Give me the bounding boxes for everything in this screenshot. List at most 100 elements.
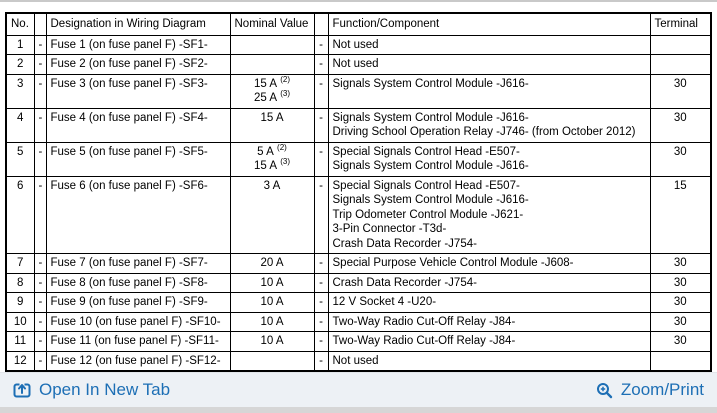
- footnote-marker: (2): [278, 74, 291, 84]
- function-line: Signals System Control Module -J616-: [332, 194, 529, 206]
- no-cell: 9: [5, 292, 35, 313]
- fuse-row: 7- Fuse 7 (on fuse panel F) -SF7- 20 A - Spe…: [5, 253, 712, 274]
- open-in-new-tab-icon: [13, 381, 31, 399]
- no-cell: 6: [5, 175, 35, 254]
- no-cell: 10: [5, 311, 35, 332]
- nominal-value-cell: 10 A: [229, 292, 315, 313]
- dash-cell: -: [313, 54, 329, 75]
- no-cell: 7: [5, 253, 35, 274]
- function-line: Crash Data Recorder -J754-: [332, 237, 477, 250]
- fuse-row: 3- Fuse 3 (on fuse panel F) -SF3- 15 A (2)…: [5, 73, 712, 109]
- header-dash2: [313, 12, 329, 36]
- function-line: 3-Pin Connector -T3d-: [332, 223, 447, 235]
- dash-cell: -: [313, 175, 329, 254]
- terminal-cell: [649, 350, 712, 372]
- header-function-component: Function/Component: [327, 12, 651, 36]
- fuse-row: 1- Fuse 1 (on fuse panel F) -SF1- - Not use…: [5, 34, 712, 55]
- zoom-print-button[interactable]: Zoom/Print: [596, 380, 704, 400]
- fuse-row: 10- Fuse 10 (on fuse panel F) -SF10- 10 A-…: [5, 311, 712, 332]
- no-cell: 5: [5, 141, 35, 177]
- function-line: Two-Way Radio Cut-Off Relay -J84-: [332, 335, 516, 347]
- function-line: Trip Odometer Control Module -J621-: [332, 208, 524, 221]
- header-designation: Designation in Wiring Diagram: [45, 12, 231, 36]
- function-component-cell: Special Purpose Vehicle Control Module -…: [327, 253, 651, 274]
- dash-cell: -: [33, 292, 47, 313]
- footnote-marker: (3): [278, 157, 291, 167]
- function-component-cell: Signals System Control Module -J616-: [327, 73, 651, 109]
- nominal-value-cell: [229, 350, 315, 372]
- function-line: Signals System Control Module -J616-: [332, 77, 529, 90]
- designation-cell: Fuse 1 (on fuse panel F) -SF1-: [45, 34, 231, 55]
- designation-cell: Fuse 2 (on fuse panel F) -SF2-: [45, 54, 231, 75]
- dash-cell: -: [313, 292, 329, 313]
- function-component-cell: Not used: [327, 54, 651, 75]
- dash-cell: -: [33, 73, 47, 109]
- dash-cell: -: [33, 311, 47, 332]
- terminal-cell: 30: [649, 272, 712, 293]
- nominal-value-line: 15 A (3): [253, 157, 291, 172]
- dash-cell: -: [313, 73, 329, 109]
- function-line: Not used: [332, 38, 379, 51]
- fuse-row: 2- Fuse 2 (on fuse panel F) -SF2- - Not use…: [5, 54, 712, 75]
- function-line: Two-Way Radio Cut-Off Relay -J84-: [332, 315, 516, 328]
- nominal-value-line: 10 A: [260, 276, 284, 289]
- fuse-table: No. Designation in Wiring Diagram Nomina…: [5, 12, 712, 372]
- function-line: Not used: [332, 58, 379, 70]
- nominal-value-cell: 15 A: [229, 107, 315, 143]
- designation-cell: Fuse 11 (on fuse panel F) -SF11-: [45, 331, 231, 352]
- footnote-marker: (3): [278, 89, 291, 99]
- dash-cell: -: [313, 107, 329, 143]
- designation-cell: Fuse 4 (on fuse panel F) -SF4-: [45, 107, 231, 143]
- dash-cell: -: [313, 331, 329, 352]
- footnote-marker: (2): [274, 142, 287, 152]
- dash-cell: -: [33, 175, 47, 254]
- table-header-row: No. Designation in Wiring Diagram Nomina…: [5, 12, 712, 36]
- terminal-cell: [649, 34, 712, 55]
- function-component-cell: Two-Way Radio Cut-Off Relay -J84-: [327, 331, 651, 352]
- designation-cell: Fuse 6 (on fuse panel F) -SF6-: [45, 175, 231, 254]
- nominal-value-line: 25 A (3): [253, 89, 291, 104]
- nominal-value-cell: [229, 34, 315, 55]
- designation-cell: Fuse 5 (on fuse panel F) -SF5-: [45, 141, 231, 177]
- no-cell: 11: [5, 331, 35, 352]
- function-component-cell: Two-Way Radio Cut-Off Relay -J84-: [327, 311, 651, 332]
- dash-cell: -: [313, 141, 329, 177]
- dash-cell: -: [313, 272, 329, 293]
- function-line: Special Purpose Vehicle Control Module -…: [332, 257, 574, 269]
- dash-cell: -: [313, 350, 329, 372]
- nominal-value-cell: 10 A: [229, 311, 315, 332]
- designation-cell: Fuse 9 (on fuse panel F) -SF9-: [45, 292, 231, 313]
- no-cell: 4: [5, 107, 35, 143]
- fuse-row: 11- Fuse 11 (on fuse panel F) -SF11- 10 A-…: [5, 331, 712, 352]
- designation-cell: Fuse 3 (on fuse panel F) -SF3-: [45, 73, 231, 109]
- header-no: No.: [5, 12, 35, 36]
- nominal-value-cell: 10 A: [229, 331, 315, 352]
- terminal-cell: 30: [649, 253, 712, 274]
- dash-cell: -: [313, 34, 329, 55]
- dash-cell: -: [33, 34, 47, 55]
- designation-cell: Fuse 12 (on fuse panel F) -SF12-: [45, 350, 231, 372]
- function-component-cell: Special Signals Control Head -E507- Signa…: [327, 175, 651, 254]
- function-line: 12 V Socket 4 -U20-: [332, 296, 437, 308]
- dash-cell: -: [33, 141, 47, 177]
- dash-cell: -: [313, 311, 329, 332]
- terminal-cell: 15: [649, 175, 712, 254]
- fuse-row: 4- Fuse 4 (on fuse panel F) -SF4- 15 A - Sig…: [5, 107, 712, 143]
- no-cell: 8: [5, 272, 35, 293]
- function-line: Signals System Control Module -J616-: [332, 160, 529, 172]
- function-component-cell: Crash Data Recorder -J754-: [327, 272, 651, 293]
- no-cell: 12: [5, 350, 35, 372]
- nominal-value-line: 15 A (2): [253, 74, 291, 90]
- function-line: Special Signals Control Head -E507-: [332, 145, 520, 158]
- footer-toolbar: Open In New Tab Zoom/Print: [0, 372, 717, 407]
- open-in-new-tab-label: Open In New Tab: [39, 380, 171, 399]
- dash-cell: -: [33, 331, 47, 352]
- dash-cell: -: [33, 54, 47, 75]
- no-cell: 2: [5, 54, 35, 75]
- open-in-new-tab-button[interactable]: Open In New Tab: [13, 380, 170, 400]
- nominal-value-line: 10 A: [260, 296, 284, 308]
- function-line: Driving School Operation Relay -J746- (f…: [332, 126, 636, 138]
- function-line: Not used: [332, 354, 379, 367]
- fuse-row: 9- Fuse 9 (on fuse panel F) -SF9- 10 A -12 …: [5, 292, 712, 313]
- terminal-cell: 30: [649, 292, 712, 313]
